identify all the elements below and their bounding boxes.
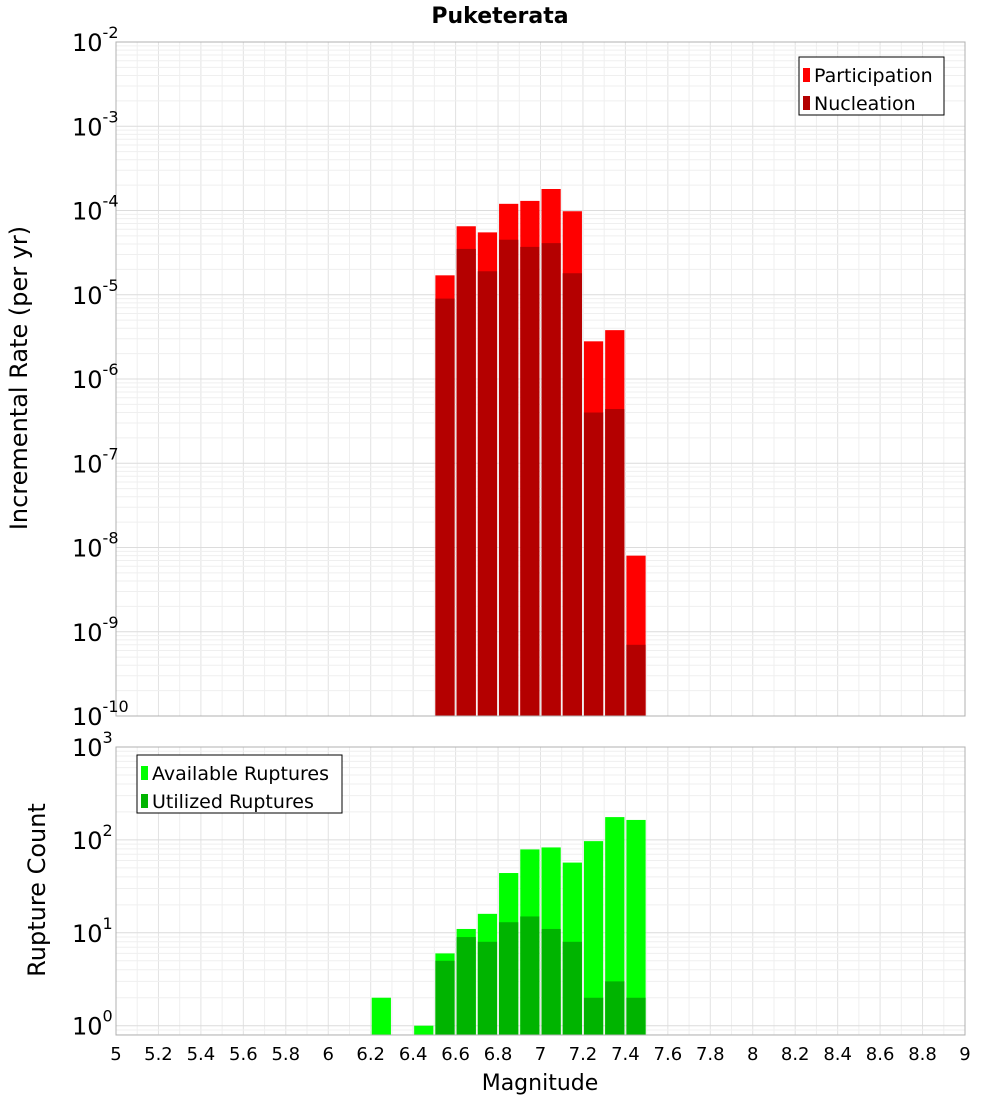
bottom-bar-available-ruptures [626,819,646,1035]
x-tick-label: 6.4 [399,1044,428,1065]
top-bar-nucleation [626,644,646,716]
bottom-bar-utilized-ruptures [520,916,540,1035]
top-legend-swatch [803,96,810,110]
x-tick-label: 8.2 [781,1044,810,1065]
top-legend [798,56,945,116]
bottom-legend-swatch [141,766,148,780]
x-tick-label: 5 [110,1044,121,1065]
bottom-legend-label: Utilized Ruptures [152,791,314,813]
bottom-bar-utilized-ruptures [456,937,476,1035]
x-tick-label: 6.6 [441,1044,470,1065]
x-tick-label: 6.8 [484,1044,513,1065]
top-legend-label: Participation [814,65,933,87]
bottom-frame [115,746,966,1036]
top-legend-swatch [803,68,810,82]
x-tick-label: 8.6 [866,1044,895,1065]
bottom-y-tick-label: 100 [72,1007,113,1041]
x-tick-label: 5.6 [229,1044,258,1065]
bottom-y-axis-label: Rupture Count [23,803,51,977]
top-y-tick-label: 10-5 [72,276,119,310]
bottom-bar-utilized-ruptures [626,997,646,1035]
x-axis-label: Magnitude [482,1071,599,1096]
x-tick-label: 7 [535,1044,546,1065]
bottom-bar-available-ruptures [371,997,391,1035]
x-tick-label: 7.8 [696,1044,725,1065]
top-bar-nucleation [583,412,604,716]
top-y-tick-label: 10-4 [72,192,119,226]
x-tick-label: 7.4 [611,1044,640,1065]
bottom-bar-available-ruptures [414,1025,434,1035]
chart-title: Puketerata [431,4,568,29]
top-bar-nucleation [435,298,455,716]
bottom-bar-utilized-ruptures [605,981,625,1035]
bottom-legend [136,754,343,814]
bottom-bar-available-ruptures [583,841,604,1035]
bottom-bar-utilized-ruptures [435,960,455,1035]
bottom-bar-available-ruptures [605,817,625,1035]
x-tick-label: 8 [747,1044,758,1065]
bottom-bar-utilized-ruptures [541,928,561,1035]
top-frame [115,41,966,717]
x-tick-label: 9 [959,1044,970,1065]
top-y-tick-label: 10-2 [72,23,119,57]
x-tick-label: 7.2 [569,1044,598,1065]
bottom-y-tick-label: 101 [72,914,113,948]
bottom-bar-utilized-ruptures [499,922,519,1035]
top-y-axis-label: Incremental Rate (per yr) [5,226,33,530]
x-tick-label: 7.6 [654,1044,683,1065]
x-tick-label: 5.2 [144,1044,173,1065]
x-tick-label: 5.4 [187,1044,216,1065]
bottom-panel-count-chart: 100 101 102 103 5 5.2 5.4 5.6 5.8 6 6.2 6.4 6.6 6.8 7 7… [72,728,971,1065]
bottom-bar-utilized-ruptures [562,941,582,1035]
top-bar-nucleation [541,243,561,716]
bottom-y-tick-label: 103 [72,728,113,762]
x-tick-label: 6 [323,1044,334,1065]
bottom-legend-label: Available Ruptures [152,763,329,785]
x-tick-label: 5.8 [271,1044,300,1065]
top-legend-label: Nucleation [814,93,916,115]
bottom-y-tick-label: 102 [72,821,113,855]
x-tick-label: 8.4 [823,1044,852,1065]
bottom-bar-utilized-ruptures [583,997,604,1035]
top-panel-rate-chart: 10-10 10-9 10-8 10-7 10-6 10-5 10-4 10-3 10-2 Par… [72,23,966,731]
top-y-tick-label: 10-8 [72,529,119,563]
top-y-tick-label: 10-10 [72,697,129,731]
bottom-legend-swatch [141,794,148,808]
top-y-tick-label: 10-6 [72,360,119,394]
top-bar-nucleation [456,248,476,716]
top-y-tick-label: 10-3 [72,107,119,141]
x-tick-label: 6.2 [356,1044,385,1065]
top-bar-nucleation [562,273,582,716]
bottom-bar-utilized-ruptures [477,941,498,1035]
top-bar-nucleation [477,271,498,716]
x-tick-label: 8.8 [908,1044,937,1065]
top-bar-nucleation [605,409,625,716]
top-y-tick-label: 10-9 [72,613,119,647]
top-bar-nucleation [520,246,540,716]
top-y-tick-label: 10-7 [72,444,119,478]
top-bar-nucleation [499,239,519,716]
